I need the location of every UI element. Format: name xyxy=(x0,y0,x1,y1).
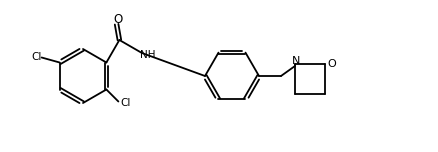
Text: NH: NH xyxy=(140,50,155,60)
Text: O: O xyxy=(327,59,336,69)
Text: Cl: Cl xyxy=(32,52,42,62)
Text: N: N xyxy=(291,56,300,66)
Text: O: O xyxy=(113,13,122,26)
Text: Cl: Cl xyxy=(120,98,130,109)
